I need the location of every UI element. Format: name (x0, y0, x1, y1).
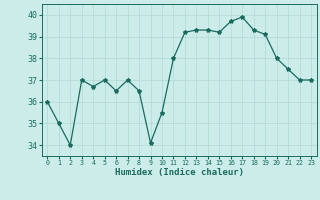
X-axis label: Humidex (Indice chaleur): Humidex (Indice chaleur) (115, 168, 244, 177)
